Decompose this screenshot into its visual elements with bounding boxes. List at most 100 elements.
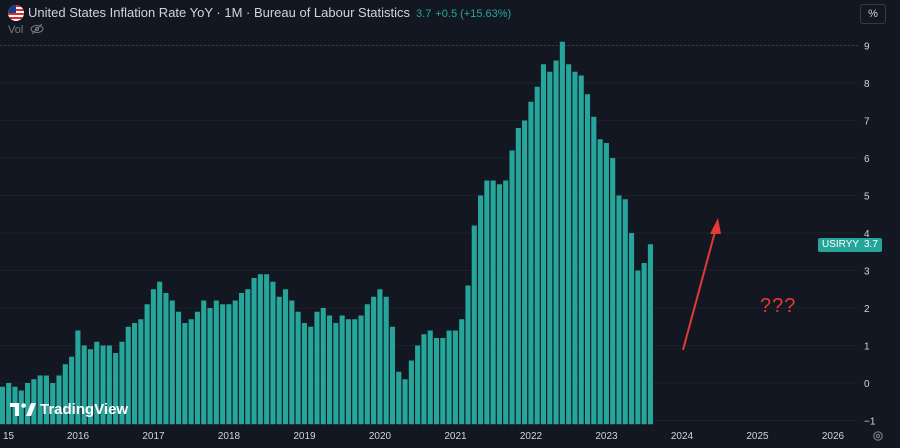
settings-gear-icon[interactable]: [872, 430, 884, 442]
bar: [408, 360, 414, 425]
bar: [421, 334, 427, 425]
bar: [0, 386, 5, 425]
bar: [131, 323, 138, 425]
bar: [100, 345, 106, 425]
y-tick-label: 1: [864, 342, 870, 353]
y-tick-label: 5: [864, 192, 870, 203]
bar: [169, 300, 175, 425]
bar: [622, 199, 628, 425]
change-value: +0.5 (+15.63%): [435, 8, 512, 20]
x-tick-label: 2024: [671, 431, 694, 442]
bar: [113, 353, 119, 425]
bar: [427, 330, 433, 425]
bar: [213, 300, 219, 425]
y-tick-label: 3: [864, 267, 870, 278]
bar: [31, 379, 37, 425]
bar: [238, 293, 245, 425]
bar: [264, 274, 270, 425]
bar: [75, 330, 81, 425]
bar: [377, 289, 383, 425]
bar: [18, 390, 24, 425]
last-value: 3.7: [416, 8, 432, 20]
last-price-tag: 3.7: [860, 238, 882, 252]
bar: [37, 375, 43, 425]
bar: [547, 71, 553, 425]
bar: [176, 311, 182, 425]
bar: [629, 233, 635, 425]
bar: [339, 315, 345, 425]
y-tick-label: 9: [864, 42, 870, 53]
bar: [603, 143, 609, 425]
y-tick-label: 0: [864, 379, 870, 390]
bar: [440, 338, 446, 425]
bar: [358, 315, 364, 425]
bar: [333, 323, 339, 425]
trend-arrow-head: [710, 218, 721, 234]
bar: [87, 349, 94, 425]
bar: [245, 289, 251, 425]
bar: [503, 180, 509, 425]
bar: [572, 71, 578, 425]
x-tick-label: 15: [3, 431, 15, 442]
bar: [509, 150, 515, 425]
bar: [371, 296, 377, 425]
bar: [515, 128, 521, 425]
symbol-price-tag: USIRYY: [818, 238, 864, 252]
bar: [522, 120, 528, 425]
bar: [194, 311, 200, 425]
trend-arrow-line: [682, 227, 717, 351]
bar: [276, 296, 282, 425]
x-tick-label: 2021: [444, 431, 467, 442]
bar: [301, 323, 307, 425]
bar: [496, 184, 502, 425]
bar: [383, 296, 389, 425]
bar: [415, 345, 421, 425]
bar: [188, 319, 194, 425]
x-tick-label: 2020: [369, 431, 392, 442]
hide-eye-icon[interactable]: [30, 23, 44, 35]
bar: [43, 375, 49, 425]
bar: [490, 180, 496, 425]
bar: [150, 289, 156, 425]
bar: [396, 371, 402, 425]
y-tick-label: −1: [864, 417, 876, 428]
question-annotation: ???: [760, 295, 797, 317]
bar: [314, 311, 320, 425]
x-tick-label: 2026: [822, 431, 845, 442]
bar: [282, 289, 289, 425]
bar: [144, 304, 150, 425]
y-axis: −1 0 1 2 3 4 5 6 7 8 9: [864, 42, 876, 428]
symbol-title: United States Inflation Rate YoY · 1M · …: [28, 5, 411, 20]
y-tick-label: 8: [864, 79, 870, 90]
bar: [270, 281, 276, 425]
x-tick-label: 2017: [142, 431, 165, 442]
bar: [163, 293, 169, 425]
bar: [201, 300, 207, 425]
bar: [207, 308, 213, 425]
us-flag-icon: [8, 5, 24, 21]
bar: [591, 116, 597, 425]
percent-scale-button[interactable]: %: [860, 4, 886, 24]
bar: [251, 278, 257, 425]
bar: [50, 383, 56, 425]
bar: [364, 304, 370, 425]
y-tick-label: 4: [864, 229, 870, 240]
bar: [289, 300, 295, 425]
bar: [327, 315, 333, 425]
bar: [6, 383, 12, 425]
bar: [402, 379, 408, 425]
bar: [257, 274, 263, 425]
bar: [106, 345, 112, 425]
tradingview-logo[interactable]: TradingView: [10, 401, 128, 418]
bar: [566, 64, 572, 425]
bar: [232, 300, 238, 425]
bar: [452, 330, 458, 425]
bar: [320, 308, 326, 425]
bar: [641, 263, 647, 425]
bar: [125, 326, 131, 425]
bar: [597, 139, 603, 425]
y-tick-label: 6: [864, 154, 870, 165]
bar: [157, 281, 163, 425]
bar: [578, 75, 584, 425]
